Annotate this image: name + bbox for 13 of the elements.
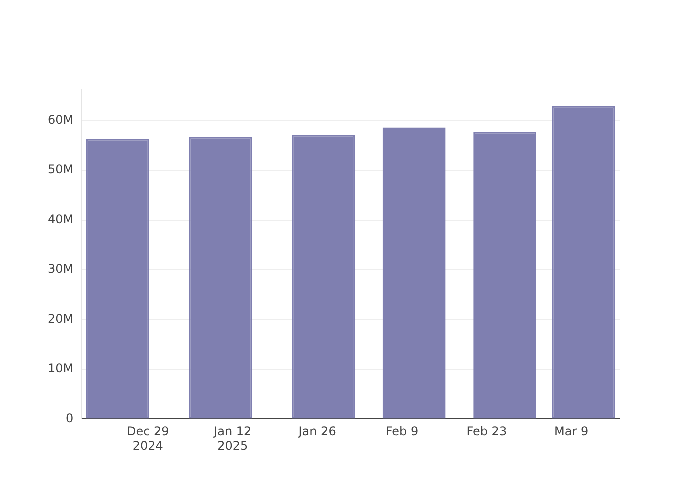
x-tick-label: Jan 12 2025 (213, 424, 252, 453)
x-tick-label: Feb 9 (386, 424, 419, 439)
y-tick-label: 60M (48, 112, 74, 127)
x-tick-label: Feb 23 (466, 424, 508, 439)
y-tick-label: 10M (48, 362, 74, 376)
y-tick-label: 40M (48, 212, 74, 226)
y-tick-label: 50M (48, 162, 74, 177)
y-tick-label: 20M (48, 312, 74, 326)
x-tick-label: Dec 29 2024 (127, 424, 170, 453)
y-tick-label: 0 (66, 411, 74, 426)
y-tick-label: 30M (48, 262, 74, 276)
x-tick-label: Mar 9 (554, 424, 589, 439)
x-tick-label: Jan 26 (298, 424, 336, 439)
